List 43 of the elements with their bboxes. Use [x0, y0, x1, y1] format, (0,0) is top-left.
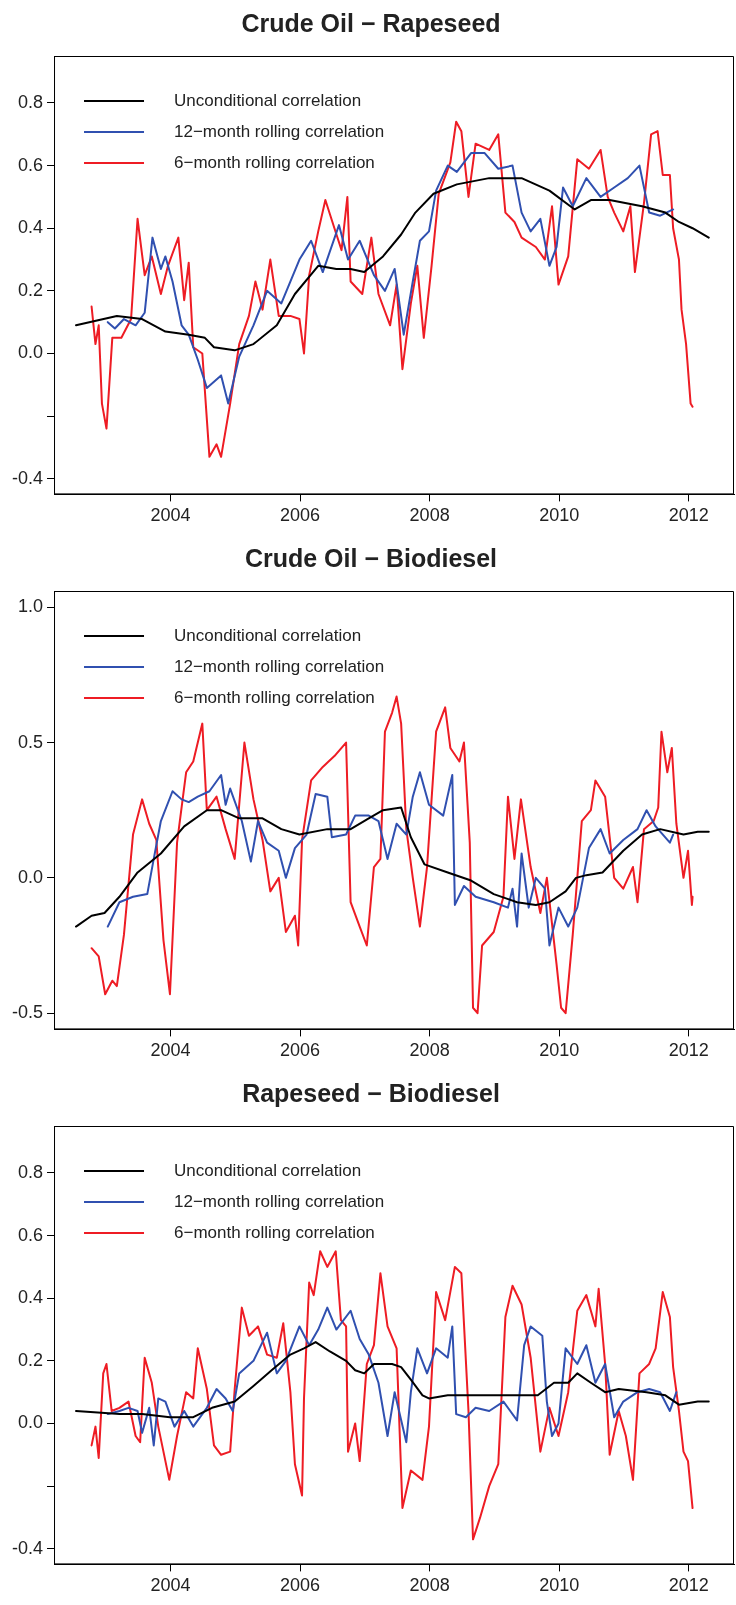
- y-tick-label: 0.4: [17, 1287, 44, 1308]
- y-tick-label: 0.0: [17, 1412, 44, 1433]
- legend-label: 12−month rolling correlation: [174, 121, 385, 141]
- x-tick-label: 2006: [280, 1040, 321, 1061]
- chart-title: Rapeseed − Biodiesel: [242, 1078, 500, 1107]
- legend-label: Unconditional correlation: [174, 90, 362, 110]
- y-tick-label: 0.5: [17, 731, 44, 752]
- chart-title: Crude Oil − Rapeseed: [241, 8, 501, 37]
- x-tick-label: 2010: [539, 505, 580, 526]
- legend-label: 12−month rolling correlation: [174, 1191, 385, 1211]
- x-tick-label: 2004: [150, 1575, 191, 1596]
- legend-label: 12−month rolling correlation: [174, 656, 385, 676]
- y-tick-label: 0.6: [17, 154, 44, 175]
- x-tick-label: 2004: [150, 505, 191, 526]
- x-tick-label: 2006: [280, 505, 321, 526]
- legend-label: 6−month rolling correlation: [174, 152, 375, 172]
- y-tick-label: 0.0: [17, 342, 44, 363]
- x-tick-label: 2012: [668, 505, 709, 526]
- y-tick-label: 0.6: [17, 1224, 44, 1245]
- x-tick-label: 2010: [539, 1040, 580, 1061]
- x-tick-label: 2006: [280, 1575, 321, 1596]
- legend-label: Unconditional correlation: [174, 1160, 362, 1180]
- x-tick-label: 2004: [150, 1040, 191, 1061]
- legend-label: 6−month rolling correlation: [174, 687, 375, 707]
- x-tick-label: 2008: [409, 505, 450, 526]
- y-tick-label: 0.4: [17, 217, 44, 238]
- y-tick-label: 0.8: [17, 1161, 44, 1182]
- x-tick-label: 2008: [409, 1575, 450, 1596]
- y-tick-label: -0.4: [11, 1537, 44, 1558]
- x-tick-label: 2008: [409, 1040, 450, 1061]
- x-tick-label: 2010: [539, 1575, 580, 1596]
- chart-title: Crude Oil − Biodiesel: [244, 543, 498, 572]
- x-tick-label: 2012: [668, 1040, 709, 1061]
- y-tick-label: 0.2: [17, 279, 44, 300]
- y-tick-label: 1.0: [17, 596, 44, 617]
- y-tick-label: 0.2: [17, 1349, 44, 1370]
- y-tick-label: 0.0: [17, 866, 44, 887]
- y-tick-label: 0.8: [17, 91, 44, 112]
- legend-label: 6−month rolling correlation: [174, 1222, 375, 1242]
- legend-label: Unconditional correlation: [174, 625, 362, 645]
- y-tick-label: -0.5: [11, 1002, 44, 1023]
- x-tick-label: 2012: [668, 1575, 709, 1596]
- y-tick-label: -0.4: [11, 467, 44, 488]
